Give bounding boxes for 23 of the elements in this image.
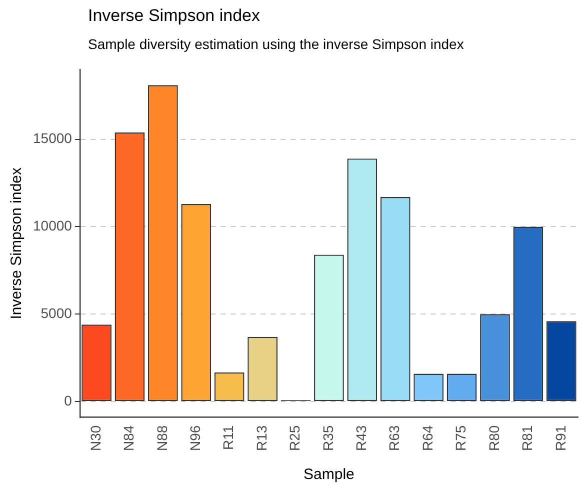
x-tick-label: R63 xyxy=(386,425,402,452)
x-tick-label: N88 xyxy=(154,425,170,452)
x-tick-label: R91 xyxy=(552,425,568,452)
x-tick-label: N30 xyxy=(87,425,104,452)
x-tick-label: R11 xyxy=(220,425,236,450)
x-tick-label: R25 xyxy=(286,425,303,452)
x-axis-title: Sample xyxy=(304,466,354,484)
x-tick-label: R80 xyxy=(486,425,502,452)
chart-title: Inverse Simpson index xyxy=(88,6,260,26)
y-tick-label: 15000 xyxy=(32,130,72,146)
x-tick-label: R43 xyxy=(353,425,370,452)
y-tick-label: 0 xyxy=(64,392,72,408)
y-tick-label: 5000 xyxy=(40,305,72,322)
x-tick-label: R81 xyxy=(519,425,536,452)
y-tick-label: 10000 xyxy=(32,218,72,234)
x-tick-label: R35 xyxy=(320,425,336,452)
chart-subtitle: Sample diversity estimation using the inverse Simpson index xyxy=(88,36,464,52)
x-tick-label: N84 xyxy=(120,425,137,452)
y-axis-title: Inverse Simpson index xyxy=(8,166,26,320)
x-tick-label: R64 xyxy=(419,425,436,452)
x-tick-label: R13 xyxy=(253,425,270,452)
x-tick-label: N96 xyxy=(187,425,204,452)
x-tick-label: R75 xyxy=(452,425,469,452)
